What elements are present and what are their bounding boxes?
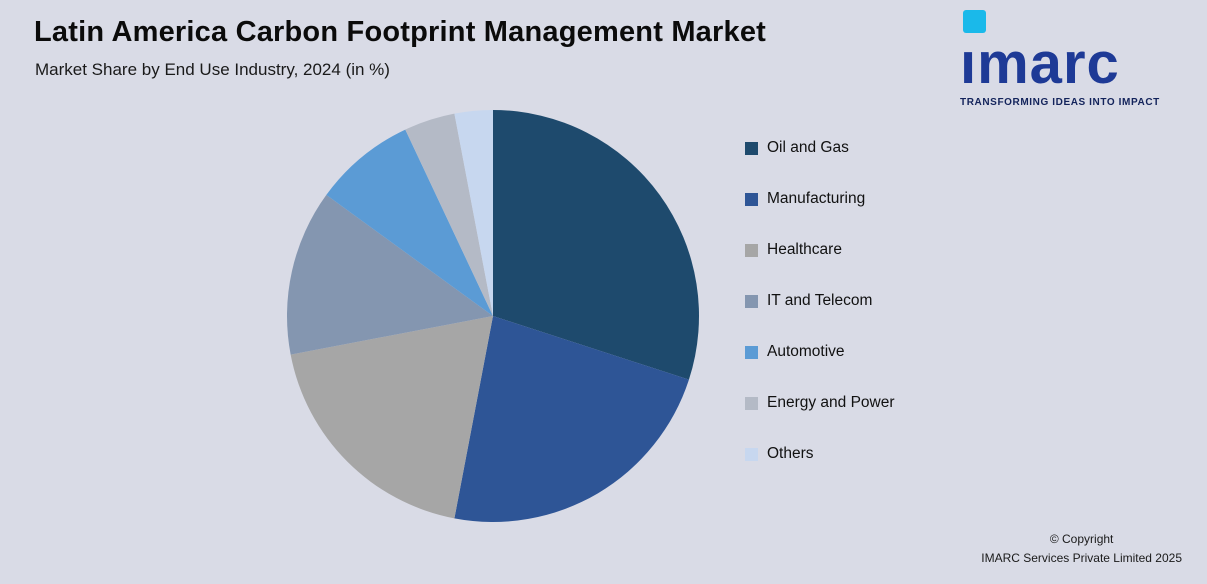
logo-tagline: TRANSFORMING IDEAS INTO IMPACT	[960, 97, 1160, 108]
logo-accent-dot-icon	[963, 10, 986, 33]
legend-item-others: Others	[745, 445, 895, 463]
legend-swatch-icon	[745, 447, 758, 461]
legend-label: Energy and Power	[767, 394, 895, 411]
imarc-logo: ımarc TRANSFORMING IDEAS INTO IMPACT	[960, 10, 1196, 108]
legend-label: Oil and Gas	[767, 139, 849, 156]
copyright-line1: © Copyright	[1049, 531, 1114, 546]
pie-chart	[287, 110, 700, 522]
pie-chart-area	[285, 108, 701, 524]
legend-label: IT and Telecom	[767, 292, 873, 309]
legend-swatch-icon	[745, 294, 758, 308]
legend: Oil and Gas Manufacturing Healthcare IT and…	[745, 139, 895, 463]
legend-item-it-and-telecom: IT and Telecom	[745, 292, 895, 310]
copyright: © Copyright IMARC Services Private Limit…	[981, 530, 1182, 568]
legend-item-manufacturing: Manufacturing	[745, 190, 895, 208]
legend-item-energy-and-power: Energy and Power	[745, 394, 895, 412]
pie-slice-oil-and-gas	[493, 110, 700, 380]
pie-slice-others	[454, 110, 493, 316]
legend-label: Automotive	[767, 343, 845, 360]
logo-wordmark: ımarc	[960, 31, 1120, 96]
pie-slice-automotive	[326, 129, 493, 316]
copyright-line2: IMARC Services Private Limited 2025	[981, 550, 1182, 565]
pie-slice-it-and-telecom	[287, 194, 493, 355]
page-subtitle: Market Share by End Use Industry, 2024 (…	[35, 60, 390, 79]
legend-item-healthcare: Healthcare	[745, 241, 895, 259]
legend-item-automotive: Automotive	[745, 343, 895, 361]
legend-label: Healthcare	[767, 241, 842, 258]
pie-slice-energy-and-power	[405, 113, 493, 317]
legend-label: Manufacturing	[767, 190, 866, 207]
legend-swatch-icon	[745, 345, 758, 359]
legend-label: Others	[767, 445, 814, 462]
legend-swatch-icon	[745, 243, 758, 257]
legend-swatch-icon	[745, 141, 758, 155]
legend-swatch-icon	[745, 192, 758, 206]
pie-slice-healthcare	[290, 316, 493, 519]
page-title: Latin America Carbon Footprint Managemen…	[34, 16, 767, 48]
legend-swatch-icon	[745, 396, 758, 410]
legend-item-oil-and-gas: Oil and Gas	[745, 139, 895, 157]
pie-slice-manufacturing	[454, 316, 689, 522]
